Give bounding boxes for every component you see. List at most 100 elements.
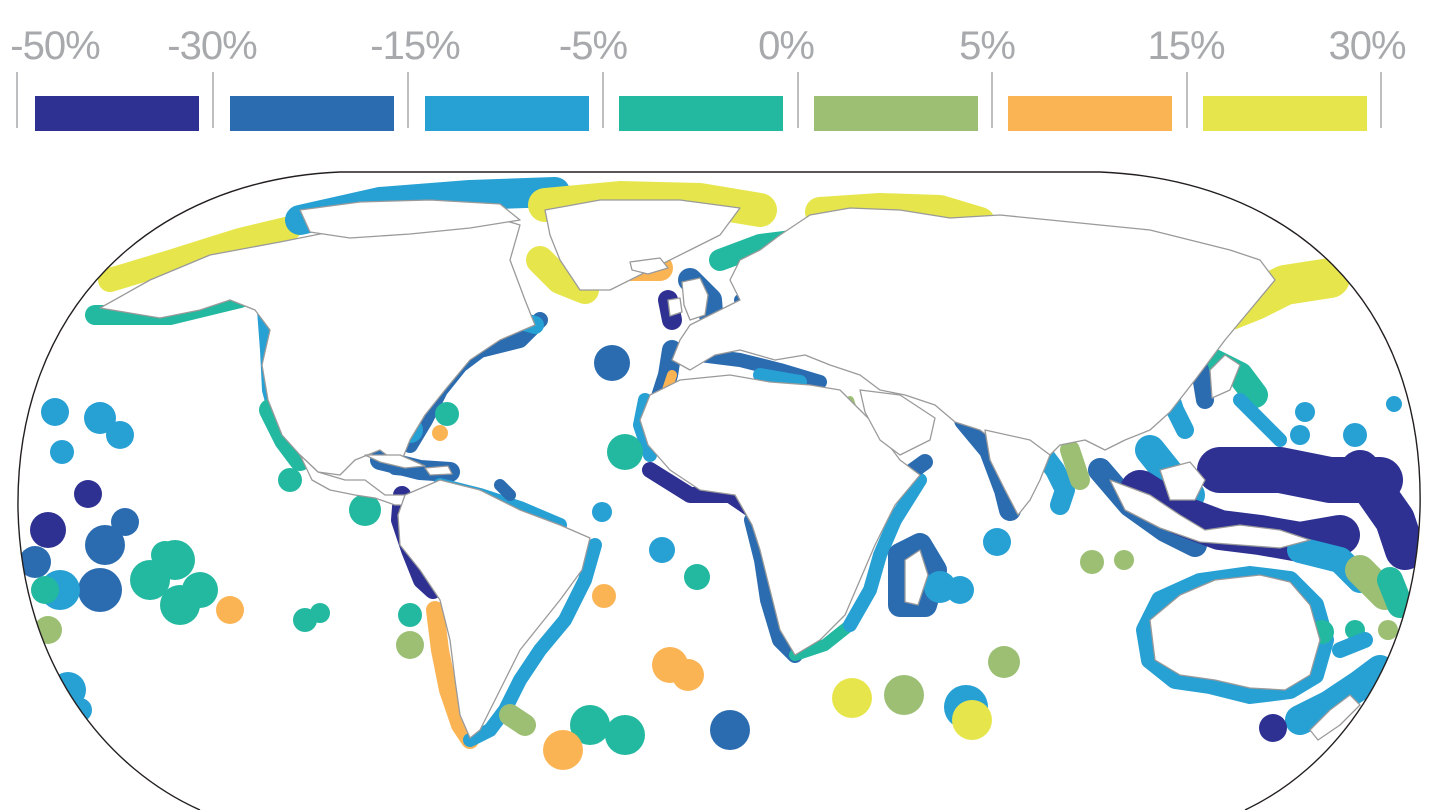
legend-swatch [35, 96, 199, 131]
legend-tick-line [991, 72, 993, 128]
eez-island-zone [570, 705, 610, 745]
eez-island-zone [398, 603, 422, 627]
eez-island-zone [50, 440, 74, 464]
eez-island-zone [1295, 402, 1315, 422]
legend-tick-label: 30% [1328, 24, 1406, 68]
eez-island-zone [34, 616, 62, 644]
eez-island-zone [1386, 396, 1402, 412]
eez-island-zone [672, 659, 704, 691]
eez-band [528, 181, 777, 227]
eez-band [463, 538, 602, 747]
eez-island-zone [952, 700, 992, 740]
eez-island-zone [182, 572, 218, 608]
eurasia-landmass [671, 207, 1276, 501]
color-legend: -50% -30% -15% -5% 0% 5% 15% 30% [0, 0, 1440, 150]
eez-island-zone [1080, 550, 1104, 574]
hispaniola-island [424, 465, 453, 476]
eez-band [494, 479, 516, 501]
eez-island-zone [349, 494, 381, 526]
eez-island-zone [106, 421, 134, 449]
world-map [17, 171, 1421, 810]
india-peninsula [984, 429, 1051, 516]
eez-island-zone [605, 715, 645, 755]
eez-island-zone [31, 576, 59, 604]
eez-island-zone [710, 710, 750, 750]
greenland-landmass [544, 199, 741, 291]
indonesia-islands [1109, 479, 1311, 549]
eez-island-zone [592, 584, 616, 608]
legend-tick-line [16, 72, 18, 128]
eez-island-zone [74, 480, 102, 508]
iceland-island [629, 257, 669, 275]
eez-band [98, 216, 302, 292]
eez-island-zone [84, 402, 116, 434]
eez-island-zone [78, 568, 122, 612]
legend-tick-line [602, 72, 604, 128]
legend-tick-label: 5% [959, 24, 1016, 68]
legend-tick-label: -50% [10, 24, 100, 68]
eez-island-zone [1290, 425, 1310, 445]
legend-tick-line [797, 72, 799, 128]
eez-band [526, 246, 599, 304]
eez-island-zone [1378, 620, 1398, 640]
eez-island-zone [1259, 714, 1287, 742]
legend-swatch [1203, 96, 1367, 131]
eez-island-zone [111, 508, 139, 536]
eez-island-zone [592, 502, 612, 522]
africa-landmass [639, 374, 921, 656]
legend-tick-line [1186, 72, 1188, 128]
north-america-landmass [99, 209, 536, 476]
japan-islands [1209, 354, 1241, 399]
eez-band [1060, 440, 1090, 490]
eez-band [789, 619, 856, 661]
legend-swatch [1008, 96, 1172, 131]
eez-band [843, 473, 927, 632]
eez-island-zone [543, 730, 583, 770]
eez-island-zone [988, 646, 1020, 678]
eez-island-zone [19, 546, 51, 578]
legend-tick-label: -5% [558, 24, 628, 68]
eez-island-zone [278, 468, 302, 492]
eez-island-zone [151, 541, 179, 569]
eez-island-zone [1343, 423, 1367, 447]
legend-tick-label: 0% [758, 24, 815, 68]
eez-island-zone [983, 528, 1011, 556]
eez-band [1332, 632, 1373, 658]
eez-island-zone [884, 675, 924, 715]
eez-island-zone [649, 537, 675, 563]
map-outline [17, 171, 1421, 810]
eez-island-zone [432, 425, 448, 441]
ireland-island [667, 297, 683, 317]
eez-island-zone [85, 525, 125, 565]
eez-island-zone [41, 398, 69, 426]
eez-island-zone [396, 631, 424, 659]
eez-band [753, 368, 807, 389]
eez-band [1340, 450, 1421, 570]
eez-band [1136, 566, 1334, 704]
borneo-island [1159, 461, 1206, 501]
legend-swatch [230, 96, 394, 131]
south-america-landmass [397, 479, 591, 739]
legend-tick-label: -15% [370, 24, 460, 68]
eez-band [633, 393, 657, 462]
eez-island-zone [684, 564, 710, 590]
legend-tick-line [212, 72, 214, 128]
new-zealand-islands [1309, 694, 1361, 741]
arctic-islands [299, 199, 521, 239]
legend-swatch [425, 96, 589, 131]
legend-swatch [814, 96, 978, 131]
eez-island-zone [216, 596, 244, 624]
legend-tick-line [1380, 72, 1382, 128]
arabia-peninsula [859, 389, 936, 456]
eez-band [1233, 393, 1287, 447]
eez-island-zone [30, 512, 66, 548]
legend-tick-line [407, 72, 409, 128]
eez-island-zone [594, 345, 630, 381]
eez-island-zone [607, 434, 643, 470]
eez-island-zone [310, 603, 330, 623]
eez-band [259, 399, 311, 471]
eez-island-zone [1114, 550, 1134, 570]
madagascar-island [904, 549, 929, 606]
eez-band [499, 704, 536, 736]
cuba-island [364, 454, 426, 469]
